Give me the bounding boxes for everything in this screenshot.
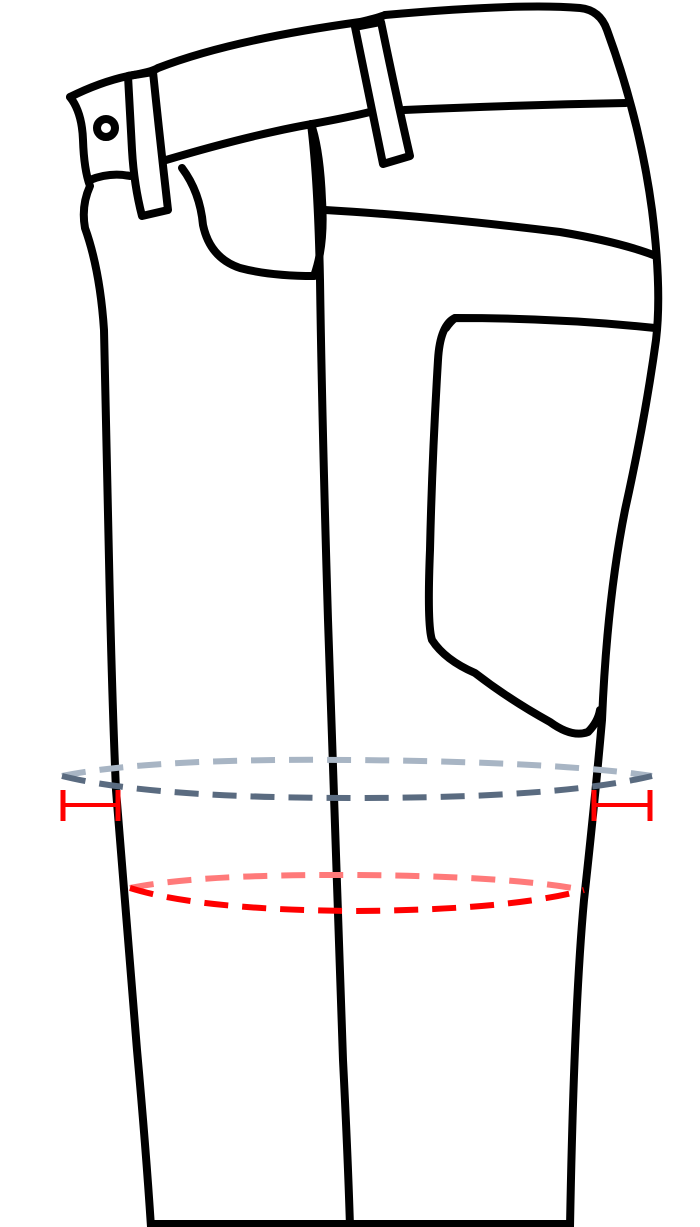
fly-edge-line <box>86 170 134 184</box>
pants-fill <box>70 8 660 1227</box>
back-edge-line <box>381 2 663 1227</box>
right-width-marker <box>591 790 653 821</box>
belt-loop-side <box>351 18 414 168</box>
button-icon <box>93 115 119 141</box>
waistband-top-line <box>66 11 389 101</box>
front-pocket-line <box>178 120 327 280</box>
front-edge-line <box>66 93 155 1227</box>
back-pocket-notch <box>442 314 459 332</box>
knee-ellipse-front <box>129 885 585 915</box>
yoke-line <box>321 206 660 260</box>
back-pocket <box>424 314 659 738</box>
belt-loop-front <box>124 68 172 220</box>
knee-ellipse-back <box>129 871 585 893</box>
waistband-bottom-line <box>162 99 630 164</box>
left-width-marker <box>60 790 121 821</box>
center-seam-line <box>307 120 354 1227</box>
